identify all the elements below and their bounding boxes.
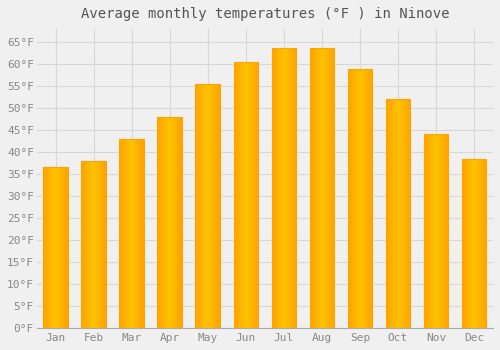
Bar xyxy=(44,167,68,328)
Bar xyxy=(158,117,182,328)
Bar xyxy=(462,159,486,328)
Bar xyxy=(310,48,334,328)
Bar xyxy=(234,62,258,328)
Bar xyxy=(424,134,448,328)
Bar xyxy=(196,84,220,328)
Bar xyxy=(310,48,334,328)
Bar xyxy=(82,161,106,328)
Bar xyxy=(386,99,410,328)
Bar xyxy=(120,139,144,328)
Bar xyxy=(82,161,106,328)
Bar xyxy=(158,117,182,328)
Bar xyxy=(44,167,68,328)
Bar xyxy=(348,69,372,328)
Bar xyxy=(348,69,372,328)
Bar xyxy=(424,134,448,328)
Bar xyxy=(234,62,258,328)
Bar xyxy=(462,159,486,328)
Title: Average monthly temperatures (°F ) in Ninove: Average monthly temperatures (°F ) in Ni… xyxy=(80,7,449,21)
Bar xyxy=(196,84,220,328)
Bar xyxy=(272,48,296,328)
Bar xyxy=(272,48,296,328)
Bar xyxy=(386,99,410,328)
Bar xyxy=(120,139,144,328)
